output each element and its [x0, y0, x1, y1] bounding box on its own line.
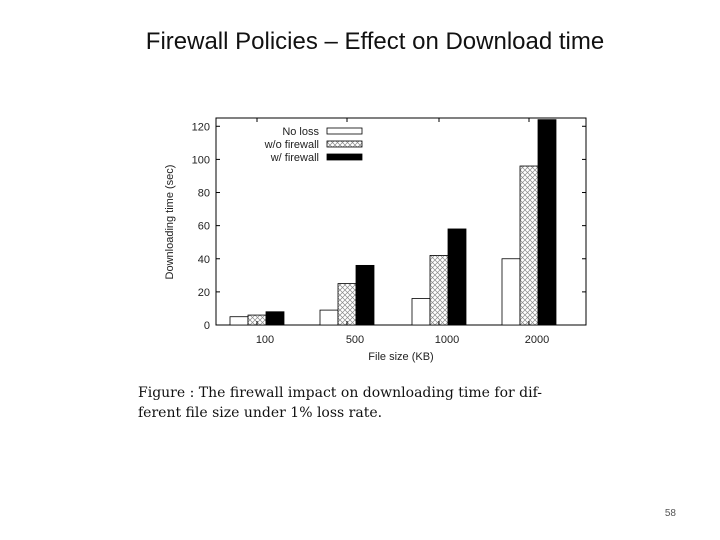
figure-caption: Figure : The firewall impact on download…: [138, 383, 638, 423]
bar: [519, 165, 539, 326]
bar: [265, 311, 285, 326]
plot-frame: [215, 117, 587, 326]
x-tick-label: 100: [256, 334, 274, 346]
y-tick-label: 20: [198, 287, 210, 299]
x-tick-label: 2000: [525, 334, 549, 346]
legend-swatch: [326, 153, 363, 161]
bar: [337, 283, 357, 326]
legend-label: w/ firewall: [270, 152, 319, 164]
legend-label: No loss: [282, 126, 319, 138]
y-tick-label: 60: [198, 221, 210, 233]
y-tick-label: 80: [198, 188, 210, 200]
x-axis: 100 500 1000 2000: [256, 118, 549, 346]
bar: [411, 298, 431, 326]
page-number: 58: [664, 508, 676, 519]
legend-swatch: [326, 127, 363, 135]
y-axis-label: Downloading time (sec): [164, 165, 176, 280]
caption-line-2: ferent file size under 1% loss rate.: [138, 405, 383, 421]
x-tick-label: 500: [346, 334, 364, 346]
y-tick-label: 40: [198, 254, 210, 266]
y-tick-label: 120: [192, 121, 210, 133]
y-axis: 0 20 40 60 80 100 120: [192, 121, 586, 332]
x-tick-label: 1000: [435, 334, 459, 346]
slide-title: Firewall Policies – Effect on Download t…: [145, 28, 605, 55]
bars: [229, 119, 557, 326]
bar: [501, 258, 521, 326]
bar: [537, 119, 557, 326]
x-axis-label: File size (KB): [368, 351, 433, 363]
bar: [447, 228, 467, 326]
y-tick-label: 100: [192, 154, 210, 166]
bar: [429, 255, 449, 326]
legend-swatch: [326, 140, 363, 148]
y-tick-label: 0: [204, 320, 210, 332]
bar: [229, 316, 249, 326]
caption-line-1: Figure : The firewall impact on download…: [138, 385, 543, 401]
legend-label: w/o firewall: [264, 139, 319, 151]
bar: [319, 309, 339, 326]
bar: [355, 264, 375, 326]
